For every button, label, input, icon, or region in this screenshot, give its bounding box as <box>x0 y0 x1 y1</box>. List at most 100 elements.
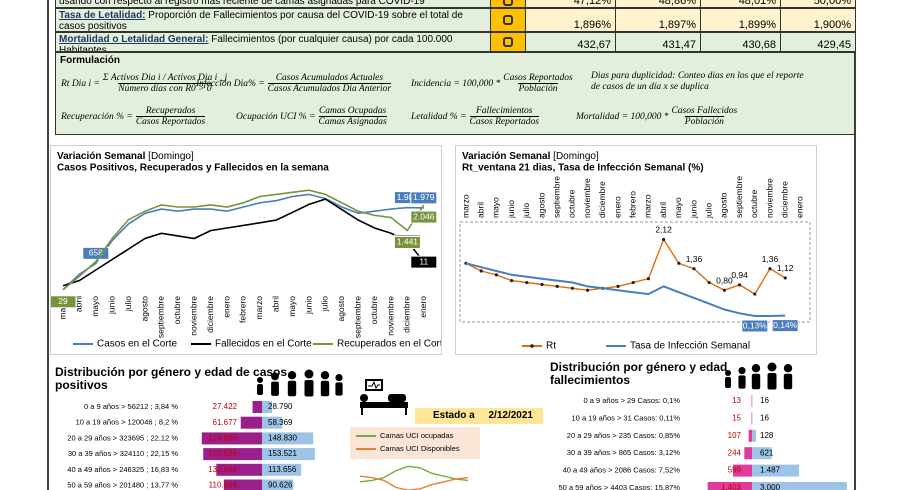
x-tick-label: septiembre <box>551 176 561 218</box>
x-tick-label: noviembre <box>385 296 395 336</box>
x-tick-label: mayo <box>90 296 100 317</box>
formula-fraction: Recuperados Casos Reportados <box>135 106 206 127</box>
row-label: 50 a 59 años > 201480 ; 13,77 % <box>67 480 178 489</box>
person-head <box>335 374 343 382</box>
person-body <box>738 375 746 389</box>
icon-cell <box>490 0 526 8</box>
formula-lhs: Mortalidad = 100,000 * <box>576 111 669 122</box>
chart-subtitle: Rt_ventana 21 dias, Tasa de Infección Se… <box>462 163 704 174</box>
point <box>738 283 742 287</box>
data-label: 2.046 <box>413 211 435 221</box>
formula-num: Casos Reportados <box>503 73 573 83</box>
point <box>692 267 696 271</box>
value-cell: 50,00% <box>780 0 856 8</box>
value-cell: 431,47 <box>615 32 701 52</box>
person-body <box>767 373 777 390</box>
value-cell: 432,67 <box>525 32 616 52</box>
label-box <box>393 235 421 249</box>
bar <box>201 432 262 445</box>
formula-note: Dias para duplicidad: Conteo dias en los… <box>591 71 804 92</box>
data-label: 658 <box>89 248 103 258</box>
person-body <box>271 381 279 396</box>
data-label: 16 <box>760 414 769 423</box>
pyramid-cases: 0 a 9 años > 56212 ; 3,84 % 27.422 28.790 1… <box>67 369 343 490</box>
point <box>707 280 711 285</box>
data-label: 1.979 <box>413 192 435 202</box>
legend-label: Recuperados en el Corte <box>337 339 442 350</box>
value-cell: 1,899% <box>700 8 781 32</box>
x-tick-label: agosto <box>139 296 149 322</box>
data-label: 174.865 <box>208 434 237 443</box>
value-cell: 48,86% <box>615 0 701 8</box>
x-tick-label: octubre <box>749 189 759 218</box>
x-tick-label: febrero <box>627 191 637 218</box>
formula-den: Población <box>518 83 558 94</box>
data-label: 2,12 <box>655 225 672 235</box>
row-label: 0 a 9 años > 29 Casos: 0,1% <box>583 396 680 405</box>
bar <box>203 448 262 461</box>
bar <box>733 464 752 477</box>
formula-den: Número días con R0 > 0 <box>118 83 212 94</box>
point <box>753 292 757 296</box>
status-box: Estado a 2/12/2021 <box>415 408 543 424</box>
point <box>510 279 514 283</box>
bar <box>252 401 262 413</box>
bar <box>262 479 294 490</box>
formula-den: Casos Reportados <box>135 116 206 127</box>
chart-cases: Variación Semanal [Domingo]Casos Positiv… <box>50 145 442 355</box>
bar <box>262 448 315 461</box>
bar <box>752 482 847 490</box>
title-main: Variación Semanal <box>57 151 146 162</box>
point <box>646 277 650 281</box>
data-label: 599 <box>728 466 742 475</box>
label-box <box>51 295 77 309</box>
icon-cell <box>490 8 526 32</box>
x-tick-label: octubre <box>369 296 379 325</box>
bar <box>707 482 752 490</box>
data-label: 132.669 <box>208 465 237 474</box>
data-label: 1,36 <box>762 254 779 264</box>
person-head <box>767 362 777 372</box>
x-tick-label: septiembre <box>352 296 362 338</box>
formulation-title: Formulación <box>60 55 121 66</box>
series-line <box>465 262 786 317</box>
formula-lhs: Ocupación UCI % = <box>236 111 316 122</box>
data-label: 1.403 <box>721 483 742 490</box>
data-label: 3.000 <box>760 483 781 490</box>
person-body <box>304 380 314 397</box>
chart-icu: Camas UCI ocupadas Camas UCI Disponibles <box>350 427 480 490</box>
row-desc: usando con respecto al registro más reci… <box>59 0 425 7</box>
formula-num: Fallecimientos <box>475 106 533 116</box>
formula: Recuperación % = Recuperados Casos Reporta… <box>61 106 206 127</box>
formula-lhs: Recuperación % = <box>61 111 133 122</box>
chart-title: Variación Semanal [Domingo] <box>57 151 194 162</box>
series-line <box>62 193 424 291</box>
label-box <box>741 319 769 333</box>
person-head <box>751 364 761 373</box>
x-tick-label: agosto <box>336 296 346 322</box>
row-label: 40 a 49 años > 2086 Casos: 7,52% <box>563 466 681 475</box>
chart-subtitle: Casos Positivos, Recuperados y Fallecido… <box>57 163 329 174</box>
x-tick-label: septiembre <box>156 296 166 338</box>
row-label: 30 a 39 años > 865 Casos: 3,12% <box>567 448 681 457</box>
data-label: 0,94 <box>731 270 748 280</box>
legend-label: Fallecidos en el Corte <box>215 339 312 350</box>
legend-label: Casos en el Corte <box>97 339 177 350</box>
series-line <box>62 198 425 287</box>
label-box <box>410 191 438 205</box>
person-head <box>738 367 746 375</box>
bar <box>752 412 753 425</box>
x-tick-label: noviembre <box>188 296 198 336</box>
data-label: 16 <box>760 396 769 405</box>
formula-lhs: Letalidad % = <box>411 111 467 122</box>
x-tick-label: julio <box>123 296 133 312</box>
x-tick-label: junio <box>688 200 698 219</box>
formula: Letalidad % = Fallecimientos Casos Reporta… <box>411 106 539 127</box>
legend-label: Camas UCI ocupadas <box>380 431 454 440</box>
person-head <box>783 364 793 373</box>
bar <box>262 416 283 429</box>
x-tick-label: diciembre <box>402 296 412 333</box>
x-tick-label: junio <box>303 296 313 315</box>
value-cell: 429,45 <box>780 32 856 52</box>
